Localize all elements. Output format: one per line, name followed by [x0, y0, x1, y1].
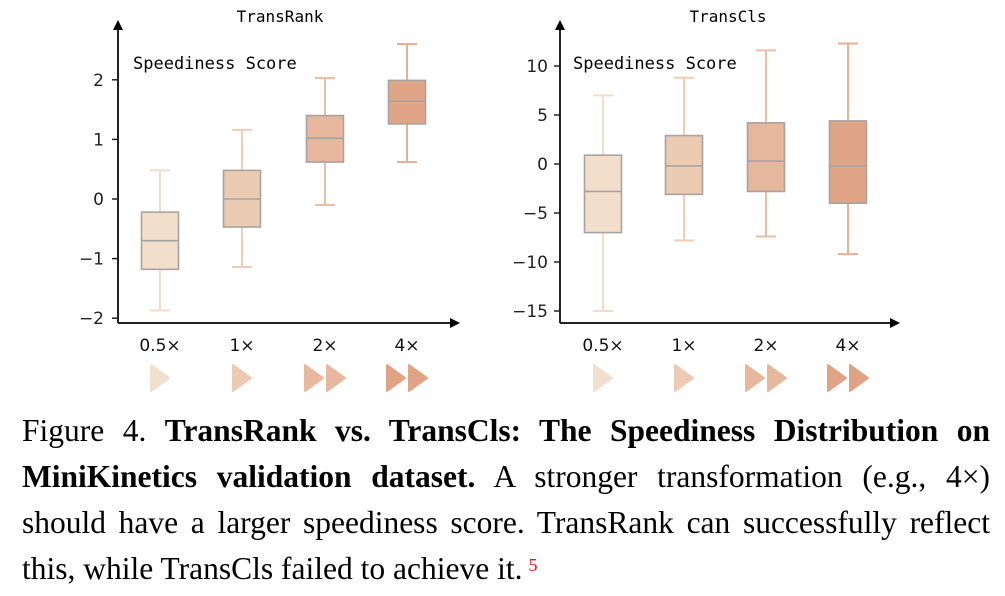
box-0	[140, 169, 180, 312]
x-tick-label: 2×	[312, 336, 337, 356]
y-tick-label: 5	[537, 106, 548, 126]
y-tick-label: 0	[537, 155, 548, 175]
y-tick-label: −1	[79, 250, 104, 270]
chart-title: TransRank	[237, 7, 324, 26]
box-iqr	[746, 122, 786, 193]
y-tick-label: −2	[79, 309, 104, 329]
play-icon	[232, 364, 252, 392]
chart-transcls: TransCls Speediness Score −15 −10 −5 0 5 10 0.5×…	[512, 7, 900, 392]
chart-transrank: TransRank Speediness Score −2 −1 0 1 2 0.5× 1× 2×…	[79, 7, 460, 392]
x-tick-label: 0.5×	[582, 336, 623, 356]
y-axis-label: Speediness Score	[133, 54, 297, 74]
play-icon	[304, 364, 324, 392]
y-tick-label: −5	[523, 204, 548, 224]
box-0	[583, 94, 623, 312]
x-tick-label: 1×	[671, 336, 696, 356]
box-2	[305, 77, 345, 206]
box-2	[746, 49, 786, 238]
x-tick-label: 2×	[753, 336, 778, 356]
box-3	[828, 42, 868, 256]
y-axis-arrow	[113, 20, 123, 30]
play-icon	[674, 364, 694, 392]
caption-text: A stronger transformation (e.g., 4×) sho…	[22, 459, 990, 586]
y-tick-label: −15	[512, 302, 548, 322]
chart-title: TransCls	[689, 7, 766, 26]
box-iqr	[583, 154, 623, 234]
play-icon	[849, 364, 869, 392]
caption-bold: TransRank vs. TransCls: The Speediness D…	[22, 413, 990, 494]
figure-caption: Figure 4. TransRank vs. TransCls: The Sp…	[22, 408, 990, 592]
caption-prefix: Figure 4.	[22, 413, 165, 448]
x-axis-arrow	[450, 318, 460, 328]
y-tick-label: 2	[93, 71, 104, 91]
box-3	[387, 43, 427, 164]
play-icon	[827, 364, 847, 392]
box-1	[664, 76, 704, 242]
play-icon	[408, 364, 428, 392]
y-axis-label: Speediness Score	[573, 54, 737, 74]
play-icon	[386, 364, 406, 392]
box-iqr	[387, 79, 427, 125]
play-icon	[150, 364, 170, 392]
x-tick-label: 0.5×	[139, 336, 180, 356]
footnote-marker[interactable]: 5	[528, 555, 538, 575]
x-axis-arrow	[890, 318, 900, 328]
box-iqr	[664, 134, 704, 196]
y-tick-label: −10	[512, 253, 548, 273]
x-tick-label: 4×	[835, 336, 860, 356]
y-tick-label: 10	[526, 57, 548, 77]
box-iqr	[828, 120, 868, 204]
y-axis-arrow	[555, 20, 565, 30]
x-tick-label: 1×	[229, 336, 254, 356]
play-icon	[326, 364, 346, 392]
x-tick-label: 4×	[394, 336, 419, 356]
y-tick-label: 1	[93, 130, 104, 150]
play-icon	[767, 364, 787, 392]
box-1	[222, 128, 262, 268]
play-icon	[593, 364, 613, 392]
y-tick-label: 0	[93, 190, 104, 210]
play-icon	[745, 364, 765, 392]
